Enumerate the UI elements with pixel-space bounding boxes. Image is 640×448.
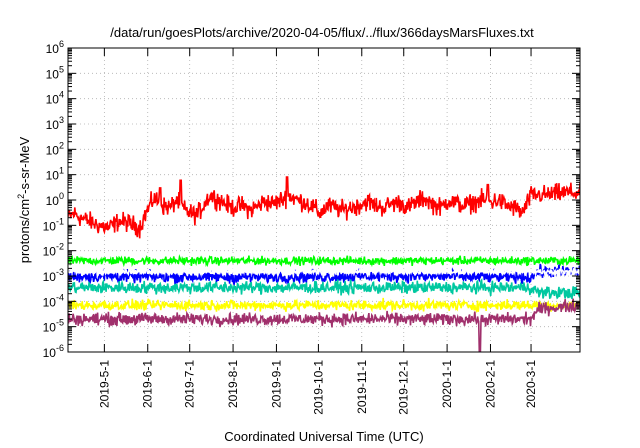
y-axis-label: protons/cm2-s-sr-MeV <box>16 136 32 263</box>
y-tick-label: 10-6 <box>43 343 64 360</box>
x-tick-label: 2020-2-1 <box>483 360 497 408</box>
series-line <box>68 298 580 352</box>
y-tick-label: 10-1 <box>43 216 64 233</box>
y-tick-label: 10-2 <box>43 242 64 259</box>
y-tick-label: 105 <box>46 64 64 81</box>
x-axis: 2019-5-1 2019-6-1 2019-7-1 2019-8-1 2019-9-1… <box>97 48 538 415</box>
series-line <box>68 265 580 278</box>
x-tick-label: 2019-11-1 <box>355 360 369 414</box>
y-tick-label: 100 <box>46 191 64 208</box>
y-tick-label: 102 <box>46 140 64 157</box>
series-line <box>68 254 580 268</box>
chart-title: /data/run/goesPlots/archive/2020-04-05/f… <box>110 25 534 40</box>
series-line <box>68 297 580 314</box>
x-tick-label: 2019-5-1 <box>97 360 111 408</box>
y-tick-label: 101 <box>46 166 64 183</box>
x-tick-label: 2019-7-1 <box>183 360 197 408</box>
x-tick-label: 2020-3-1 <box>524 360 538 408</box>
x-tick-label: 2019-10-1 <box>311 360 325 415</box>
x-axis-label: Coordinated Universal Time (UTC) <box>224 429 423 444</box>
x-tick-label: 2019-8-1 <box>226 360 240 408</box>
x-tick-label: 2019-12-1 <box>397 360 411 415</box>
series-line <box>68 263 580 287</box>
x-tick-label: 2019-9-1 <box>269 360 283 408</box>
y-tick-label: 103 <box>46 115 64 132</box>
y-tick-label: 10-4 <box>43 292 64 309</box>
x-tick-label: 2019-6-1 <box>141 360 155 408</box>
y-axis: 10-6 10-5 10-4 10-3 10-2 10-1 100 101 102 103 104 1… <box>43 39 580 360</box>
series-line <box>68 278 580 300</box>
y-tick-label: 10-5 <box>43 318 64 335</box>
x-tick-label: 2020-1-1 <box>440 360 454 408</box>
y-tick-label: 104 <box>46 90 64 107</box>
y-tick-label: 106 <box>46 39 64 56</box>
series-line <box>68 176 580 239</box>
series-group <box>68 176 580 352</box>
y-tick-label: 10-3 <box>43 267 64 284</box>
